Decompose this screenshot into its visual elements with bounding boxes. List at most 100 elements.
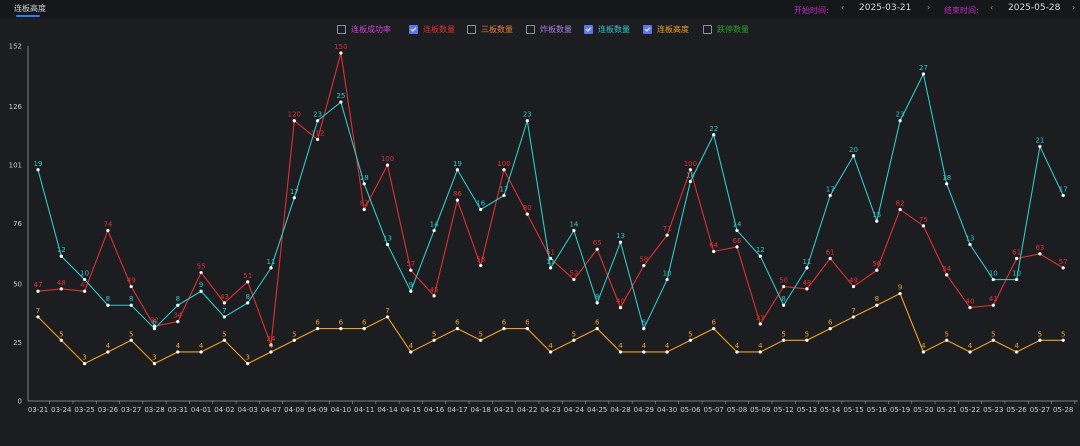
data-point bbox=[385, 315, 390, 319]
data-label: 57 bbox=[406, 260, 415, 268]
data-label: 4 bbox=[642, 342, 647, 350]
data-point bbox=[595, 247, 599, 251]
legend-label: 连板数量 bbox=[423, 24, 455, 34]
data-label: 7 bbox=[222, 307, 226, 315]
data-label: 5 bbox=[944, 330, 948, 338]
y-tick-label: 126 bbox=[9, 103, 23, 111]
data-label: 55 bbox=[197, 263, 206, 271]
data-label: 49 bbox=[127, 277, 136, 285]
x-tick-label: 04-11 bbox=[354, 406, 374, 414]
data-point bbox=[409, 350, 413, 354]
data-label: 10 bbox=[663, 270, 672, 278]
start-date-value[interactable]: 2025-03-21 bbox=[859, 3, 912, 13]
data-point bbox=[572, 228, 576, 233]
chart-panel bbox=[0, 18, 1080, 446]
data-label: 3 bbox=[245, 354, 249, 362]
data-label: 5 bbox=[688, 330, 692, 338]
x-tick-label: 04-18 bbox=[471, 406, 491, 414]
y-tick-label: 50 bbox=[13, 281, 22, 289]
data-point bbox=[805, 266, 809, 270]
checkbox-icon[interactable] bbox=[467, 24, 476, 34]
data-point bbox=[968, 242, 972, 247]
data-point bbox=[688, 179, 693, 184]
checkbox-icon[interactable] bbox=[409, 24, 418, 34]
checkbox-icon[interactable] bbox=[337, 24, 346, 34]
data-point bbox=[502, 326, 506, 331]
data-point bbox=[525, 119, 529, 123]
legend-item-broken-board-count[interactable]: 炸板数量 bbox=[526, 22, 572, 36]
data-point bbox=[222, 338, 226, 342]
data-label: 82 bbox=[896, 199, 905, 207]
tab-lianban-height[interactable]: 连板高度 bbox=[14, 4, 46, 13]
x-tick-label: 04-07 bbox=[261, 406, 281, 414]
legend-item-lianban-count[interactable]: 连板数量 bbox=[409, 22, 455, 36]
data-label: 25 bbox=[336, 92, 345, 100]
data-point bbox=[176, 319, 180, 324]
end-prev-arrow-icon[interactable]: ‹ bbox=[990, 3, 994, 12]
data-label: 4 bbox=[269, 342, 274, 350]
data-point bbox=[385, 242, 390, 247]
data-label: 6 bbox=[502, 319, 507, 327]
data-label: 57 bbox=[1059, 258, 1068, 266]
data-point bbox=[921, 72, 926, 76]
data-point bbox=[502, 168, 506, 172]
data-point bbox=[735, 245, 739, 249]
data-point bbox=[36, 315, 40, 319]
checkbox-icon[interactable] bbox=[526, 24, 535, 34]
data-point bbox=[642, 263, 646, 268]
data-point bbox=[712, 133, 716, 137]
data-label: 23 bbox=[523, 111, 532, 119]
data-label: 18 bbox=[942, 174, 951, 182]
data-point bbox=[36, 168, 40, 172]
data-label: 86 bbox=[453, 190, 462, 198]
checkbox-icon[interactable] bbox=[703, 24, 712, 34]
data-label: 47 bbox=[34, 281, 43, 289]
end-date-label: 结束时间: bbox=[944, 6, 979, 15]
data-point bbox=[176, 350, 180, 354]
checkbox-icon[interactable] bbox=[584, 24, 593, 34]
data-label: 48 bbox=[802, 279, 811, 287]
data-point bbox=[199, 270, 203, 275]
data-point bbox=[222, 301, 226, 305]
x-tick-label: 03-27 bbox=[121, 406, 141, 414]
data-point bbox=[1038, 144, 1042, 149]
data-point bbox=[665, 350, 669, 354]
data-label: 5 bbox=[1038, 330, 1042, 338]
data-point bbox=[875, 268, 879, 272]
legend-item-lianban-height[interactable]: 连板高度 bbox=[643, 22, 689, 36]
data-point bbox=[991, 277, 995, 282]
data-label: 13 bbox=[616, 232, 625, 240]
data-label: 5 bbox=[59, 330, 63, 338]
x-tick-label: 05-15 bbox=[843, 406, 863, 414]
legend-item-three-board-count[interactable]: 三板数量 bbox=[467, 22, 513, 36]
data-point bbox=[106, 350, 110, 354]
data-point bbox=[735, 350, 739, 354]
data-point bbox=[292, 338, 296, 342]
data-label: 13 bbox=[383, 235, 392, 243]
data-label: 16 bbox=[476, 199, 485, 207]
data-label: 120 bbox=[288, 111, 301, 119]
data-label: 9 bbox=[199, 281, 203, 289]
legend-item-success-rate[interactable]: 连板成功率 bbox=[337, 22, 391, 36]
data-label: 43 bbox=[220, 293, 229, 301]
end-next-arrow-icon[interactable]: › bbox=[1072, 3, 1076, 12]
x-tick-label: 04-14 bbox=[377, 406, 398, 414]
data-point bbox=[945, 182, 949, 186]
end-date-value[interactable]: 2025-05-28 bbox=[1008, 3, 1061, 13]
top-bar: 连板高度 开始时间: ‹ 2025-03-21 › 结束时间: ‹ 2025-0… bbox=[0, 0, 1080, 18]
data-label: 9 bbox=[409, 281, 413, 289]
data-point bbox=[735, 228, 739, 233]
data-point bbox=[991, 338, 995, 342]
start-prev-arrow-icon[interactable]: ‹ bbox=[841, 3, 845, 12]
legend-item-limit-down-count[interactable]: 跌停数量 bbox=[703, 22, 749, 36]
data-label: 19 bbox=[34, 160, 43, 168]
checkbox-icon[interactable] bbox=[643, 24, 652, 34]
start-next-arrow-icon[interactable]: › bbox=[927, 3, 931, 12]
x-tick-label: 04-09 bbox=[307, 406, 327, 414]
data-point bbox=[991, 303, 995, 307]
legend-item-lianban-count-2[interactable]: 连板数量 bbox=[584, 22, 630, 36]
data-label: 58 bbox=[476, 256, 485, 264]
data-label: 6 bbox=[525, 319, 530, 327]
data-label: 12 bbox=[57, 246, 66, 254]
